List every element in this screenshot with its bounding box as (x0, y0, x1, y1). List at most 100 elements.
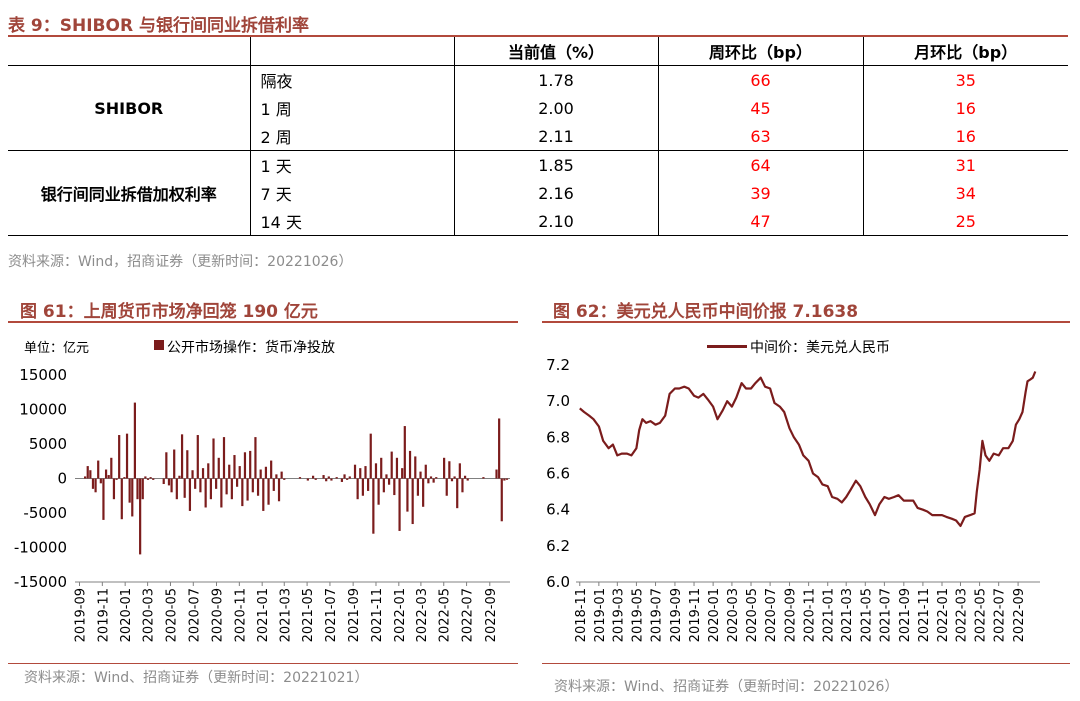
table-source: 资料来源：Wind，招商证券（更新时间：20221026） (8, 254, 353, 270)
bar (359, 468, 362, 479)
bar (186, 450, 189, 479)
x-tick-label: 2018-11 (574, 588, 589, 642)
header-blank-1 (8, 37, 250, 66)
x-tick-label: 2021-11 (370, 588, 385, 642)
bar (131, 478, 134, 517)
bar (280, 471, 283, 479)
shibor-table: 当前值（%） 周环比（bp） 月环比（bp） SHIBOR 隔夜 1.78 66… (8, 37, 1068, 236)
value-cell: 1.78 (453, 65, 658, 94)
bar (188, 478, 192, 511)
x-tick-label: 2020-11 (803, 588, 818, 642)
x-tick-label: 2020-03 (142, 588, 157, 642)
mom-cell: 35 (862, 65, 1068, 94)
bar (456, 478, 459, 509)
bar (348, 476, 351, 479)
table-row: 2 周 2.11 63 16 (8, 122, 1068, 151)
term-cell: 隔夜 (249, 65, 454, 94)
table-title-rule (8, 35, 1068, 37)
y-tick-label: 6.4 (546, 501, 570, 519)
x-tick-label: 2020-09 (211, 588, 226, 642)
fig61-legend-swatch (154, 340, 164, 350)
bar (167, 478, 171, 486)
bar (264, 466, 268, 479)
x-tick-label: 2021-03 (278, 588, 293, 642)
x-tick-label: 2020-05 (745, 588, 760, 642)
bar (343, 474, 346, 479)
bar (104, 469, 108, 479)
bar (432, 478, 435, 483)
term-cell: 1 天 (249, 150, 454, 179)
bar (251, 478, 254, 493)
fig61-unit-label: 单位：亿元 (24, 341, 90, 356)
value-cell: 2.10 (453, 207, 658, 236)
bar (112, 478, 116, 500)
bar (243, 452, 247, 479)
x-tick-label: 2019-09 (669, 588, 684, 642)
bar (374, 463, 378, 479)
term-cell: 7 天 (249, 179, 454, 207)
bar (353, 464, 357, 479)
bar (217, 457, 220, 479)
bar (144, 476, 147, 479)
bar (390, 451, 393, 479)
bar (277, 478, 281, 502)
table-row: 7 天 2.16 39 34 (8, 179, 1068, 207)
bar (230, 478, 233, 500)
bar (91, 478, 95, 489)
term-cell: 14 天 (249, 207, 454, 236)
bar (435, 477, 438, 479)
bar (102, 478, 105, 520)
y-tick-label: 6.8 (546, 428, 570, 446)
bar (89, 470, 92, 479)
mom-cell: 31 (862, 150, 1068, 179)
bar (170, 478, 173, 493)
bar (204, 478, 207, 508)
bar (311, 475, 315, 479)
fig61-title-rule (8, 321, 518, 323)
bar (369, 433, 372, 479)
x-tick-label: 2022-05 (438, 588, 453, 642)
term-cell: 2 周 (249, 122, 454, 151)
bar (107, 475, 110, 479)
bar (215, 478, 218, 489)
x-tick-label: 2019-03 (611, 588, 626, 642)
x-tick-label: 2020-03 (726, 588, 741, 642)
bar (165, 452, 168, 479)
x-tick-label: 2022-05 (974, 588, 989, 642)
x-tick-label: 2022-01 (393, 588, 408, 642)
bar (500, 478, 503, 522)
bar (340, 478, 344, 482)
x-tick-label: 2021-07 (878, 588, 893, 642)
bar (314, 478, 317, 480)
x-tick-label: 2019-11 (688, 588, 703, 642)
bar (461, 478, 464, 493)
bar (191, 470, 194, 479)
fig61-legend-label: 公开市场操作：货币净投放 (167, 340, 335, 356)
y-tick-label: -5000 (23, 504, 67, 522)
bar (178, 475, 181, 479)
y-tick-label: 10000 (19, 401, 67, 419)
y-tick-label: 7.2 (546, 356, 570, 374)
bar (346, 478, 349, 480)
group-label-shibor: SHIBOR (94, 98, 164, 118)
group-label-interbank: 银行间同业拆借加权利率 (40, 185, 217, 204)
fig62-title: 图 62：美元兑人民币中间价报 7.1638 (553, 302, 859, 322)
fig62-bottom-rule (542, 663, 1070, 664)
x-tick-label: 2020-01 (707, 588, 722, 642)
term-cell: 1 周 (249, 94, 454, 122)
bar (125, 433, 129, 479)
x-tick-label: 2019-11 (96, 588, 111, 642)
mom-cell: 16 (862, 94, 1068, 122)
fig62-source: 资料来源：Wind、招商证券（更新时间：20221026） (554, 679, 899, 695)
bar (225, 478, 228, 495)
bar (382, 478, 385, 493)
bar (505, 478, 509, 480)
bar (246, 478, 249, 501)
bar (448, 461, 451, 479)
bar (220, 478, 223, 508)
x-tick-label: 2021-11 (917, 588, 932, 642)
bar (175, 478, 178, 500)
bar (367, 478, 370, 491)
bar (173, 449, 176, 479)
bar (463, 475, 467, 479)
